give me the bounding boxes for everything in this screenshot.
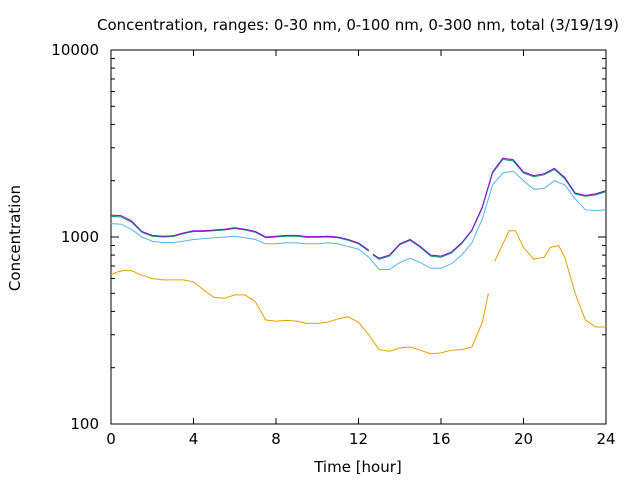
x-axis-label: Time [hour]	[313, 458, 402, 476]
series-line-3-segment-1	[110, 215, 370, 252]
series-line-1-segment-2	[494, 230, 606, 328]
y-tick-label: 1000	[61, 228, 99, 246]
series-line-2-segment-1	[110, 170, 607, 270]
x-tick-label: 4	[189, 430, 199, 448]
x-tick-label: 8	[271, 430, 281, 448]
plot-area	[110, 49, 607, 425]
y-tick-label: 100	[70, 415, 99, 433]
chart-title: Concentration, ranges: 0-30 nm, 0-100 nm…	[97, 16, 619, 34]
x-tick-label: 12	[349, 430, 368, 448]
series-2	[110, 170, 607, 270]
x-tick-label: 0	[106, 430, 116, 448]
series-line-4-segment-1	[110, 214, 370, 251]
series-4	[110, 157, 607, 259]
plot-frame	[110, 49, 607, 425]
series-1	[110, 230, 606, 355]
y-tick-label: 10000	[51, 41, 99, 59]
series-layer	[110, 157, 607, 355]
series-line-4-segment-2	[372, 157, 607, 259]
series-line-1-segment-1	[110, 269, 489, 355]
x-tick-label: 24	[596, 430, 615, 448]
axis-layer: 0 4 8 12 16 20 24 100 1000 10000	[51, 41, 615, 448]
x-tick-label: 20	[514, 430, 533, 448]
series-line-3-segment-2	[372, 158, 607, 260]
x-tick-label: 16	[431, 430, 450, 448]
y-axis-label: Concentration	[6, 185, 24, 291]
